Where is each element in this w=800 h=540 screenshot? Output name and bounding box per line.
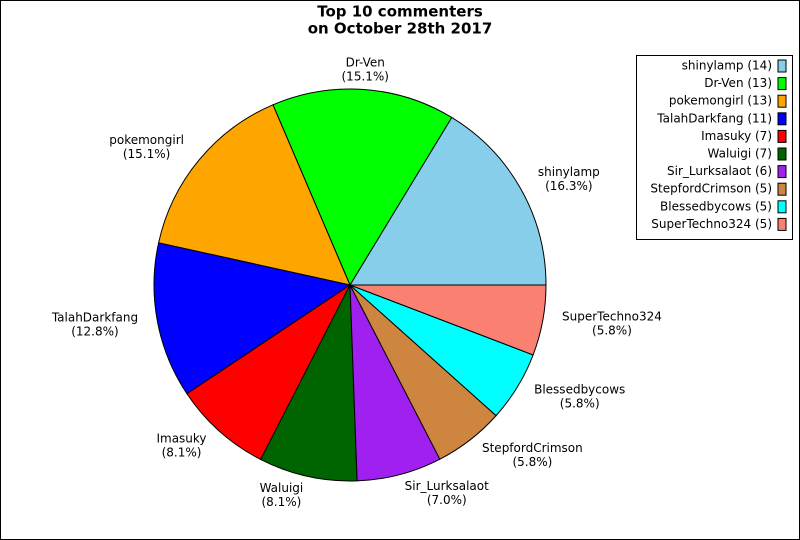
legend-swatch xyxy=(777,147,787,161)
chart-title: on October 28th 2017 xyxy=(308,20,493,38)
slice-label: Sir_Lurksalaot xyxy=(405,479,489,493)
slice-label: Waluigi xyxy=(260,481,304,495)
pie-slice xyxy=(186,283,352,461)
slice-percent: (16.3%) xyxy=(545,179,592,193)
pie-slice xyxy=(157,104,351,286)
legend-swatch xyxy=(777,182,787,196)
legend-label: StepfordCrimson (5) xyxy=(650,182,772,196)
slice-label: pokemongirl xyxy=(109,133,184,147)
legend-swatch xyxy=(777,112,787,126)
slice-label: Blessedbycows xyxy=(534,383,625,397)
legend-label: SuperTechno324 (5) xyxy=(651,217,772,231)
slice-percent: (8.1%) xyxy=(261,495,301,509)
slice-percent: (5.8%) xyxy=(560,397,600,411)
pie-slice xyxy=(259,283,358,482)
legend-swatch xyxy=(777,94,787,108)
legend-swatch xyxy=(777,59,787,73)
pie-slice xyxy=(153,242,352,395)
pie-slice xyxy=(349,116,547,286)
legend-box xyxy=(636,55,793,240)
legend-swatch xyxy=(777,129,787,143)
slice-percent: (5.8%) xyxy=(592,324,632,338)
chart-title: Top 10 commenters xyxy=(317,3,483,21)
slice-percent: (15.1%) xyxy=(342,69,389,83)
legend-swatch xyxy=(777,77,787,91)
slice-label: TalahDarkfang xyxy=(51,310,138,324)
legend-swatch xyxy=(777,200,787,214)
slice-label: SuperTechno324 xyxy=(562,310,662,324)
slice-label: Imasuky xyxy=(156,431,206,445)
slice-percent: (15.1%) xyxy=(123,147,170,161)
legend-label: Imasuky (7) xyxy=(701,129,772,143)
slice-percent: (7.0%) xyxy=(427,493,467,507)
slice-label: shinylamp xyxy=(538,165,600,179)
slice-label: Dr-Ven xyxy=(346,55,385,69)
legend-label: Blessedbycows (5) xyxy=(660,199,772,213)
legend-label: shinylamp (14) xyxy=(682,59,772,73)
slice-percent: (8.1%) xyxy=(162,445,202,459)
legend-swatch xyxy=(777,165,787,179)
legend-swatch xyxy=(777,217,787,231)
legend-label: Waluigi (7) xyxy=(708,147,773,161)
pie-slice xyxy=(349,284,547,356)
legend-label: TalahDarkfang (11) xyxy=(656,111,772,125)
slice-label: StepfordCrimson xyxy=(482,441,583,455)
pie-slice xyxy=(272,88,453,287)
slice-percent: (12.8%) xyxy=(71,324,118,338)
legend-label: Dr-Ven (13) xyxy=(704,76,772,90)
slice-percent: (5.8%) xyxy=(512,455,552,469)
legend-label: Sir_Lurksalaot (6) xyxy=(667,164,772,178)
legend-label: pokemongirl (13) xyxy=(669,94,772,108)
